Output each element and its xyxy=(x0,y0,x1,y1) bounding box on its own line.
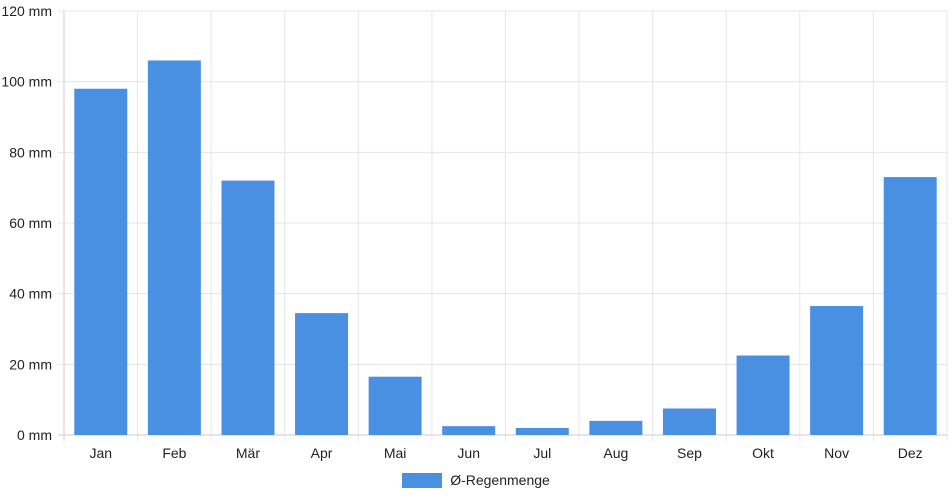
y-tick-label: 60 mm xyxy=(9,215,52,231)
bar xyxy=(295,313,349,435)
x-tick-label: Aug xyxy=(603,445,628,461)
y-tick-label: 100 mm xyxy=(1,74,52,90)
x-tick-label: Apr xyxy=(311,445,333,461)
bar xyxy=(589,420,643,435)
bar xyxy=(736,355,790,435)
legend-swatch xyxy=(402,472,443,488)
bar xyxy=(442,426,496,435)
legend-label: Ø-Regenmenge xyxy=(450,472,550,488)
legend[interactable]: Ø-Regenmenge xyxy=(0,472,952,488)
x-tick-label: Nov xyxy=(824,445,849,461)
y-tick-label: 80 mm xyxy=(9,144,52,160)
x-tick-label: Okt xyxy=(752,445,774,461)
x-tick-label: Jul xyxy=(533,445,551,461)
bar xyxy=(662,408,716,435)
x-tick-label: Feb xyxy=(162,445,186,461)
bar xyxy=(810,306,864,435)
y-tick-label: 0 mm xyxy=(17,427,52,443)
bar xyxy=(883,177,937,436)
chart-canvas: 0 mm 20 mm 40 mm 60 mm 80 mm 100 mm 120 mm Jan F… xyxy=(1,3,948,461)
x-tick-label: Mai xyxy=(384,445,407,461)
x-tick-label: Jun xyxy=(457,445,480,461)
bar xyxy=(515,427,569,435)
x-tick-label: Jan xyxy=(90,445,113,461)
bar xyxy=(147,60,201,435)
bar xyxy=(368,376,422,435)
bar xyxy=(221,180,275,435)
x-tick-label: Dez xyxy=(898,445,923,461)
y-tick-label: 40 mm xyxy=(9,286,52,302)
y-tick-label: 120 mm xyxy=(1,3,52,19)
x-tick-label: Mär xyxy=(236,445,260,461)
x-tick-label: Sep xyxy=(677,445,702,461)
y-tick-label: 20 mm xyxy=(9,356,52,372)
bar xyxy=(74,88,128,435)
